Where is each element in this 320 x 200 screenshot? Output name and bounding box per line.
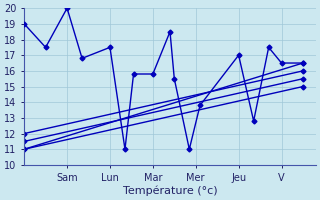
X-axis label: Température (°c): Température (°c) xyxy=(123,185,217,196)
